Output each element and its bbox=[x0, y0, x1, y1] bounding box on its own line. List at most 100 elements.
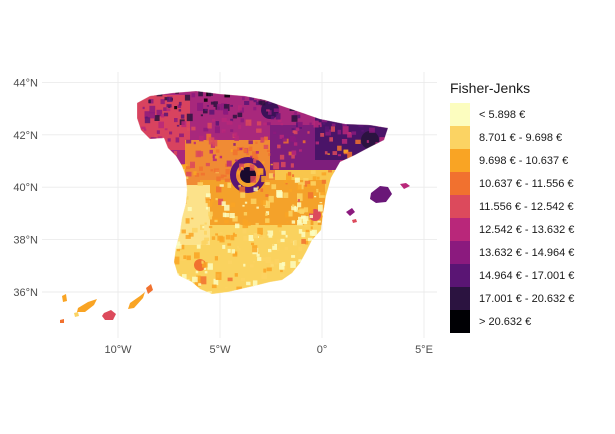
municipality-patch bbox=[366, 140, 369, 143]
legend-label: < 5.898 € bbox=[479, 108, 526, 121]
municipality-patch bbox=[203, 98, 208, 102]
municipality-patch bbox=[309, 122, 312, 125]
municipality-patch bbox=[202, 225, 205, 229]
x-tick-label: 5°E bbox=[415, 344, 433, 356]
barcelona-area bbox=[361, 131, 379, 149]
municipality-patch bbox=[144, 128, 147, 131]
municipality-patch bbox=[218, 198, 224, 205]
municipality-patch bbox=[214, 126, 220, 134]
municipality-patch bbox=[380, 161, 385, 168]
municipality-patch bbox=[198, 91, 203, 97]
municipality-patch bbox=[316, 190, 319, 193]
municipality-patch bbox=[173, 256, 180, 265]
municipality-patch bbox=[368, 240, 375, 244]
municipality-patch bbox=[272, 244, 277, 250]
municipality-patch bbox=[380, 235, 386, 242]
municipality-patch bbox=[239, 186, 246, 193]
municipality-patch bbox=[203, 108, 208, 114]
municipality-patch bbox=[324, 203, 329, 207]
municipality-patch bbox=[232, 149, 238, 156]
municipality-patch bbox=[211, 284, 217, 289]
municipality-patch bbox=[252, 151, 258, 159]
municipality-patch bbox=[308, 278, 311, 281]
municipality-patch bbox=[242, 204, 245, 207]
municipality-patch bbox=[294, 111, 297, 115]
municipality-patch bbox=[279, 262, 285, 270]
municipality-patch bbox=[345, 285, 349, 290]
municipality-patch bbox=[233, 234, 237, 237]
municipality-patch bbox=[309, 209, 314, 214]
municipality-patch bbox=[330, 278, 335, 283]
municipality-patch bbox=[251, 242, 255, 246]
municipality-patch bbox=[212, 118, 216, 122]
municipality-patch bbox=[298, 259, 302, 263]
municipality-patch bbox=[267, 110, 272, 115]
municipality-patch bbox=[150, 198, 154, 201]
municipality-patch bbox=[381, 168, 384, 171]
municipality-patch bbox=[359, 225, 364, 231]
municipality-patch bbox=[382, 108, 387, 113]
municipality-patch bbox=[151, 245, 156, 251]
municipality-patch bbox=[342, 94, 345, 98]
municipality-patch bbox=[160, 187, 166, 194]
municipality-patch bbox=[265, 182, 270, 185]
municipality-patch bbox=[280, 123, 284, 126]
municipality-patch bbox=[158, 121, 164, 129]
municipality-patch bbox=[358, 214, 362, 220]
municipality-patch bbox=[255, 141, 258, 144]
municipality-patch bbox=[331, 283, 335, 287]
municipality-patch bbox=[205, 206, 209, 210]
municipality-patch bbox=[179, 133, 184, 138]
legend-color-key bbox=[450, 264, 470, 287]
municipality-patch bbox=[175, 137, 180, 143]
legend-color-key bbox=[450, 149, 470, 172]
municipality-patch bbox=[240, 278, 246, 282]
municipality-patch bbox=[371, 243, 375, 246]
municipality-patch bbox=[216, 186, 222, 193]
municipality-patch bbox=[312, 280, 317, 285]
municipality-patch bbox=[262, 161, 265, 164]
municipality-patch bbox=[174, 118, 178, 123]
municipality-patch bbox=[181, 229, 186, 234]
municipality-patch bbox=[248, 140, 253, 145]
municipality-patch bbox=[170, 263, 174, 266]
municipality-patch bbox=[379, 137, 386, 143]
municipality-patch bbox=[210, 199, 214, 203]
municipality-patch bbox=[195, 292, 201, 294]
municipality-patch bbox=[139, 279, 142, 283]
municipality-patch bbox=[309, 283, 316, 291]
municipality-patch bbox=[264, 201, 270, 208]
municipality-patch bbox=[164, 128, 168, 131]
municipality-patch bbox=[261, 272, 267, 280]
municipality-patch bbox=[355, 157, 360, 162]
municipality-patch bbox=[242, 228, 247, 234]
municipality-patch bbox=[250, 155, 253, 158]
municipality-patch bbox=[299, 209, 304, 214]
municipality-patch bbox=[264, 136, 268, 141]
municipality-patch bbox=[144, 267, 149, 272]
legend-label: 8.701 € - 9.698 € bbox=[479, 131, 563, 144]
municipality-patch bbox=[204, 222, 207, 225]
municipality-patch bbox=[301, 239, 306, 244]
municipality-patch bbox=[208, 211, 213, 217]
municipality-patch bbox=[234, 273, 238, 277]
municipality-patch bbox=[198, 283, 202, 286]
municipality-patch bbox=[154, 202, 161, 210]
municipality-patch bbox=[378, 246, 384, 252]
municipality-patch bbox=[171, 207, 178, 213]
legend-color-key bbox=[450, 241, 470, 264]
municipality-patch bbox=[312, 285, 316, 288]
municipality-patch bbox=[342, 122, 347, 126]
municipality-patch bbox=[369, 213, 373, 216]
municipality-patch bbox=[191, 286, 194, 290]
ibiza bbox=[346, 208, 355, 216]
municipality-patch bbox=[337, 219, 342, 223]
municipality-patch bbox=[245, 119, 252, 126]
municipality-patch bbox=[156, 109, 163, 117]
municipality-patch bbox=[289, 188, 293, 192]
municipality-patch bbox=[380, 249, 384, 255]
municipality-patch bbox=[369, 110, 372, 113]
municipality-patch bbox=[176, 241, 181, 246]
municipality-patch bbox=[329, 263, 334, 267]
municipality-patch bbox=[343, 279, 348, 285]
